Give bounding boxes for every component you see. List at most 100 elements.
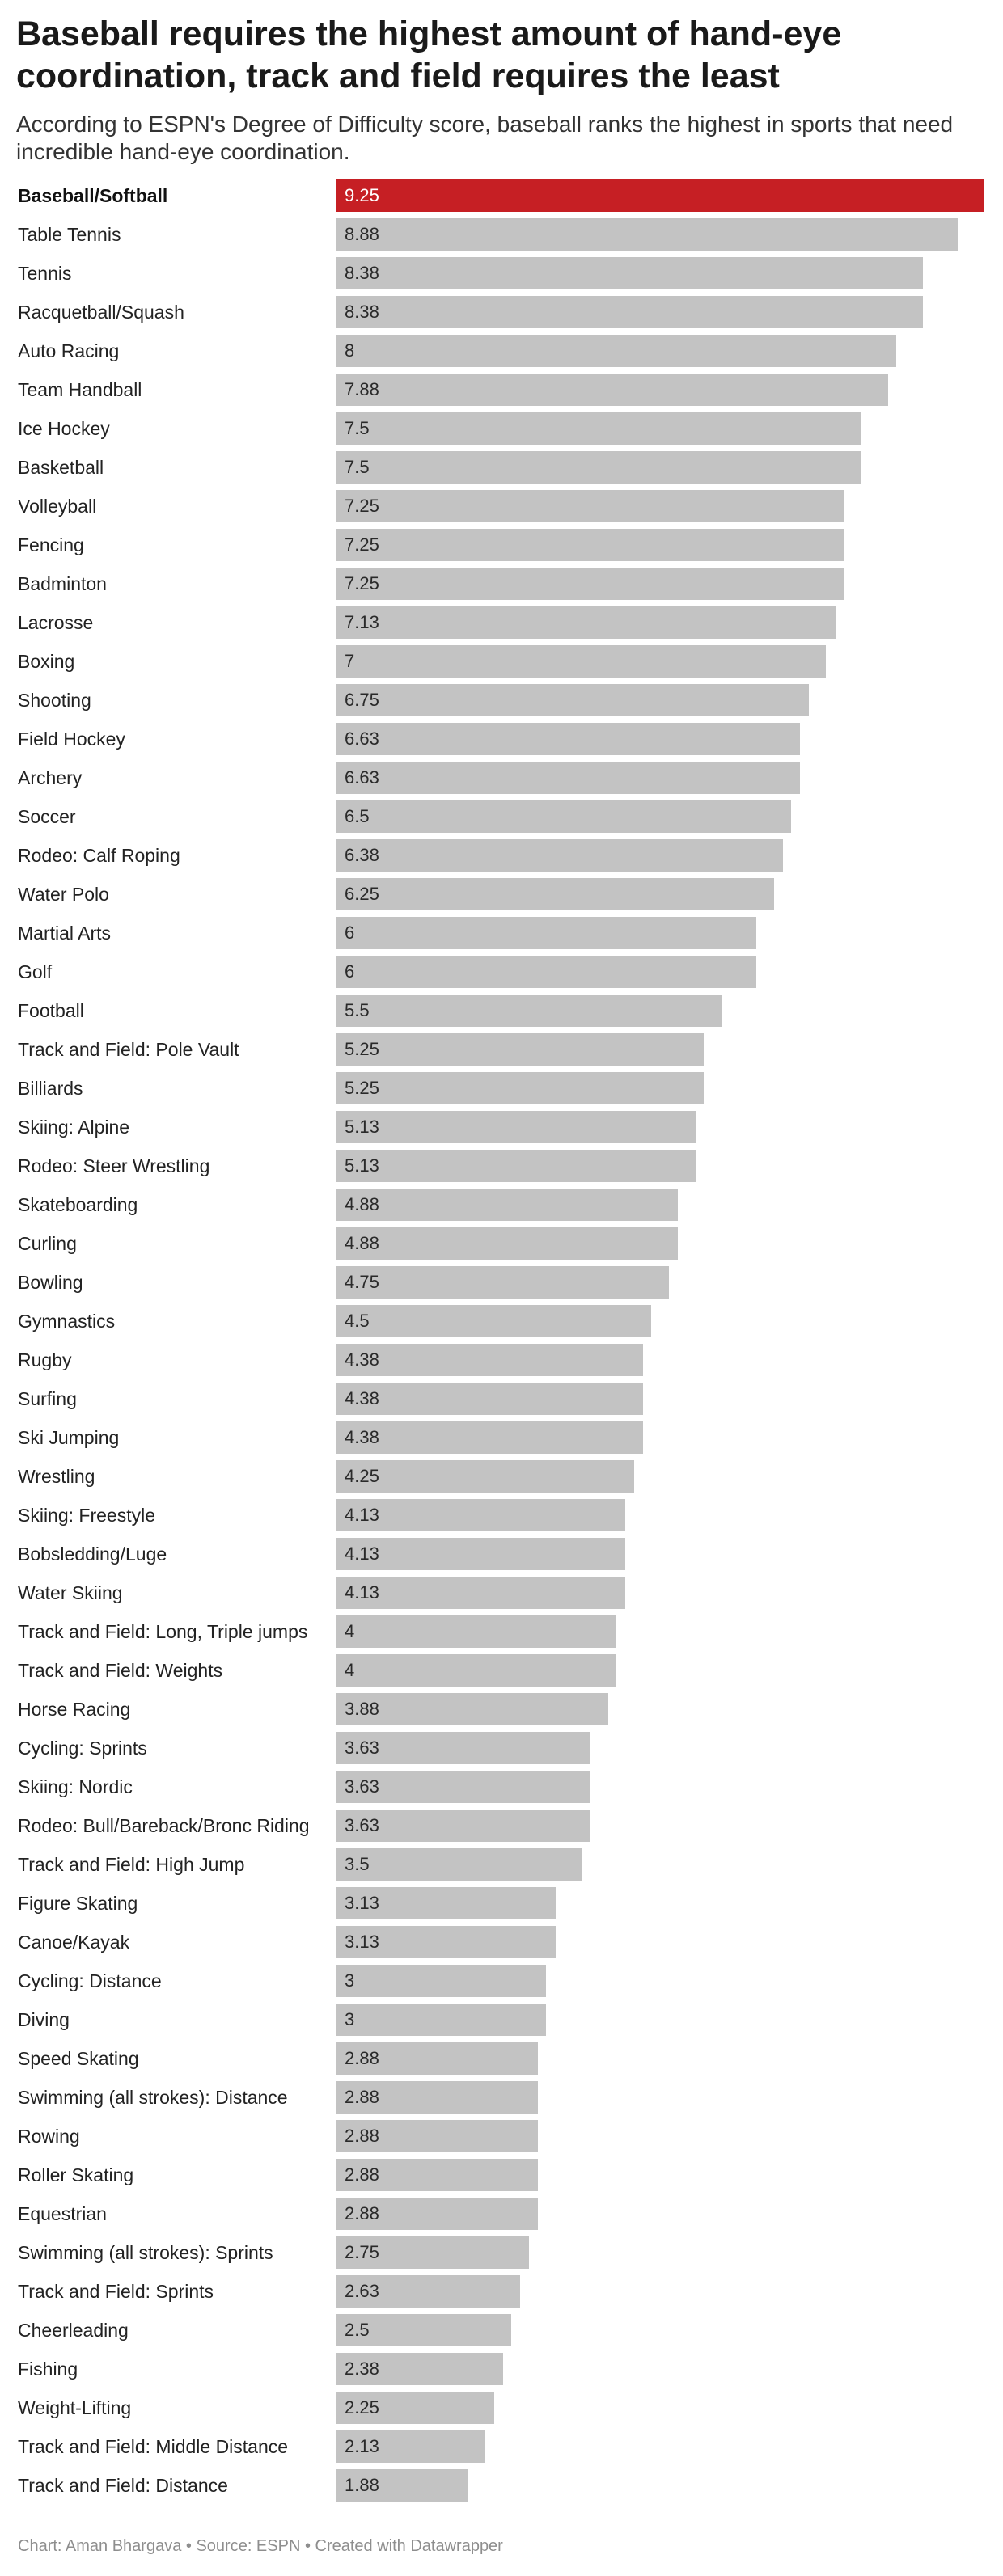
value-label: 3.63 [345, 1815, 379, 1835]
category-label: Canoe/Kayak [18, 1932, 130, 1953]
value-label: 3 [345, 2009, 355, 2029]
category-label: Weight-Lifting [18, 2397, 132, 2418]
value-label: 4.13 [345, 1505, 379, 1525]
bar [336, 2469, 468, 2502]
category-label: Fencing [18, 534, 84, 555]
category-label: Shooting [18, 690, 91, 711]
value-label: 5.5 [345, 1000, 370, 1020]
category-label: Track and Field: Middle Distance [18, 2436, 289, 2457]
chart-footer: Chart: Aman Bhargava • Source: ESPN • Cr… [18, 2537, 503, 2555]
category-label: Cycling: Sprints [18, 1738, 147, 1759]
category-label: Track and Field: Weights [18, 1660, 223, 1681]
value-label: 6.38 [345, 845, 379, 865]
bar-row: Fishing 2.38 [0, 2353, 1003, 2392]
category-label: Track and Field: High Jump [18, 1854, 245, 1875]
bar [336, 2236, 529, 2269]
bar [336, 374, 888, 406]
bar [336, 762, 801, 794]
bar-row: Surfing 4.38 [0, 1383, 1003, 1421]
category-label: Skateboarding [18, 1194, 138, 1215]
category-label: Rugby [18, 1349, 72, 1370]
category-label: Wrestling [18, 1466, 95, 1487]
category-label: Ski Jumping [18, 1427, 120, 1448]
category-label: Lacrosse [18, 612, 94, 633]
value-label: 3.5 [345, 1854, 370, 1874]
category-label: Figure Skating [18, 1893, 138, 1914]
bar [336, 412, 861, 445]
bar [336, 995, 722, 1027]
value-label: 3 [345, 1970, 355, 1991]
category-label: Bobsledding/Luge [18, 1543, 167, 1565]
bar [336, 1383, 643, 1415]
category-label: Billiards [18, 1078, 83, 1099]
value-label: 8.38 [345, 263, 379, 283]
bar-row: Skiing: Alpine 5.13 [0, 1111, 1003, 1150]
bar [336, 2081, 539, 2114]
bar [336, 2159, 539, 2191]
bar [336, 1810, 590, 1842]
value-label: 4 [345, 1660, 355, 1680]
category-label: Track and Field: Pole Vault [18, 1039, 239, 1060]
bar-row: Shooting 6.75 [0, 684, 1003, 723]
bar [336, 1150, 696, 1182]
category-label: Water Skiing [18, 1582, 123, 1603]
value-label: 4.38 [345, 1349, 379, 1370]
category-label: Rodeo: Calf Roping [18, 845, 180, 866]
bar-row: Football 5.5 [0, 995, 1003, 1033]
category-label: Swimming (all strokes): Distance [18, 2087, 288, 2108]
bar [336, 451, 861, 484]
bar [336, 1654, 616, 1687]
value-label: 6.63 [345, 767, 379, 788]
category-label: Rodeo: Bull/Bareback/Bronc Riding [18, 1815, 310, 1836]
chart-title: Baseball requires the highest amount of … [16, 15, 842, 95]
bar-row: Track and Field: Weights 4 [0, 1654, 1003, 1693]
bar-row: Track and Field: Middle Distance 2.13 [0, 2430, 1003, 2469]
bar [336, 839, 783, 872]
bar-row: Table Tennis 8.88 [0, 218, 1003, 257]
value-label: 8 [345, 340, 355, 361]
bar [336, 529, 844, 561]
value-label: 4.25 [345, 1466, 379, 1486]
category-label: Skiing: Nordic [18, 1776, 133, 1797]
bar [336, 1266, 669, 1299]
bar [336, 1072, 705, 1104]
bar-row: Roller Skating 2.88 [0, 2159, 1003, 2198]
value-label: 7.5 [345, 418, 370, 438]
bar-row: Skiing: Nordic 3.63 [0, 1771, 1003, 1810]
bar-row: Badminton 7.25 [0, 568, 1003, 606]
value-label: 3.63 [345, 1776, 379, 1797]
bar [336, 1499, 626, 1531]
bar [336, 1771, 590, 1803]
bar-row: Volleyball 7.25 [0, 490, 1003, 529]
value-label: 7.5 [345, 457, 370, 477]
bar [336, 257, 923, 289]
value-label: 2.13 [345, 2436, 379, 2456]
category-label: Racquetball/Squash [18, 302, 184, 323]
bar-row: Track and Field: Long, Triple jumps 4 [0, 1615, 1003, 1654]
bar [336, 1460, 634, 1493]
category-label: Volleyball [18, 496, 97, 517]
bar [336, 1577, 626, 1609]
value-label: 4.75 [345, 1272, 379, 1292]
value-label: 3.63 [345, 1738, 379, 1758]
bar [336, 568, 844, 600]
category-label: Roller Skating [18, 2164, 134, 2185]
category-label: Team Handball [18, 379, 142, 400]
bar-row: Swimming (all strokes): Sprints 2.75 [0, 2236, 1003, 2275]
value-label: 8.38 [345, 302, 379, 322]
bar-row: Martial Arts 6 [0, 917, 1003, 956]
bar-row: Canoe/Kayak 3.13 [0, 1926, 1003, 1965]
category-label: Surfing [18, 1388, 77, 1409]
category-label: Rodeo: Steer Wrestling [18, 1155, 210, 1176]
value-label: 5.13 [345, 1155, 379, 1176]
bar [336, 1615, 616, 1648]
bar-row: Ice Hockey 7.5 [0, 412, 1003, 451]
bar [336, 2198, 539, 2230]
category-label: Auto Racing [18, 340, 120, 361]
category-label: Fishing [18, 2359, 78, 2380]
bar [336, 2353, 503, 2385]
value-label: 3.88 [345, 1699, 379, 1719]
bar-row: Cheerleading 2.5 [0, 2314, 1003, 2353]
bar [336, 1344, 643, 1376]
category-label: Gymnastics [18, 1311, 116, 1332]
